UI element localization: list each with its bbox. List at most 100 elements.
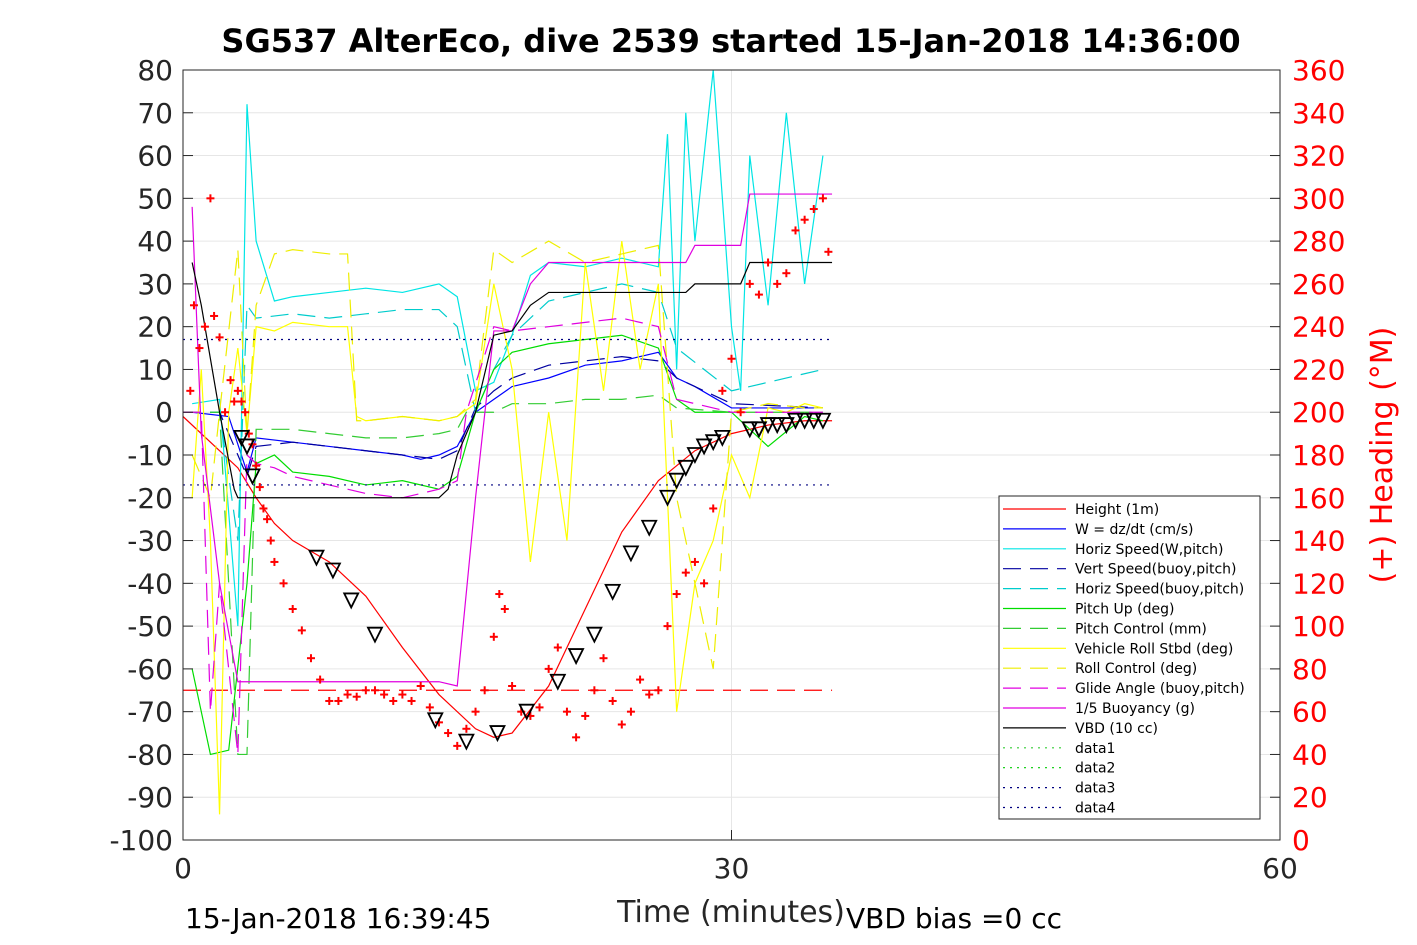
heading-point (425, 703, 434, 712)
heading-point (782, 269, 791, 278)
heading-point (407, 696, 416, 705)
heading-point (334, 696, 343, 705)
left-tick-label: -60 (127, 653, 173, 686)
x-tick-label: 0 (174, 852, 192, 885)
heading-point (230, 397, 239, 406)
heading-point (241, 408, 250, 417)
series-layer (182, 69, 833, 815)
legend-label: data4 (1075, 801, 1116, 817)
heading-point (818, 194, 827, 203)
right-tick-label: 120 (1292, 567, 1345, 600)
heading-point (316, 675, 325, 684)
heading-point (389, 696, 398, 705)
depth-markers (233, 412, 832, 751)
heading-point (398, 690, 407, 699)
depth-marker (695, 438, 713, 456)
heading-point (495, 590, 504, 599)
left-tick-label: 30 (137, 268, 173, 301)
heading-point (617, 720, 626, 729)
right-tick-label: 60 (1292, 696, 1328, 729)
heading-point (444, 729, 453, 738)
depth-marker (741, 421, 759, 439)
depth-marker (489, 725, 506, 743)
right-tick-label: 160 (1292, 482, 1345, 515)
depth-marker (308, 549, 325, 567)
heading-point (508, 682, 517, 690)
heading-point (288, 605, 297, 613)
series-line-6 (183, 394, 823, 756)
depth-marker (787, 412, 804, 430)
heading-point (471, 707, 480, 716)
depth-marker (659, 489, 676, 507)
right-tick-label: 280 (1292, 225, 1345, 258)
heading-point (608, 696, 617, 705)
heading-point (279, 579, 288, 588)
right-tick-label: 180 (1292, 439, 1345, 472)
heading-point (709, 504, 718, 513)
right-tick-label: 300 (1292, 182, 1345, 215)
left-tick-label: -80 (127, 738, 173, 771)
heading-point (535, 703, 544, 712)
depth-marker (677, 459, 695, 477)
right-tick-label: 340 (1292, 97, 1345, 130)
series-line-1 (192, 351, 823, 475)
heading-point (380, 690, 389, 699)
footer-vbd-bias: VBD bias =0 cc (846, 902, 1062, 935)
legend-label: Roll Control (deg) (1075, 661, 1197, 677)
legend-label: data1 (1075, 741, 1115, 757)
depth-marker (567, 648, 585, 666)
depth-marker (796, 412, 814, 430)
legend-label: Vehicle Roll Stbd (deg) (1075, 641, 1233, 657)
depth-marker (686, 447, 704, 465)
depth-marker (518, 703, 536, 721)
series-line-3 (183, 356, 823, 479)
left-tick-label: 40 (137, 225, 173, 258)
depth-marker (777, 417, 795, 435)
right-tick-label: 360 (1292, 54, 1345, 87)
heading-point (654, 686, 663, 695)
legend-label: Height (1m) (1075, 502, 1159, 518)
heading-point (259, 504, 268, 513)
heading-point (416, 682, 425, 690)
heading-point (736, 408, 745, 417)
heading-point (672, 590, 681, 599)
heading-point (700, 579, 709, 588)
series-line-8 (191, 240, 823, 670)
heading-point (343, 690, 352, 699)
legend-label: data3 (1075, 781, 1115, 797)
series-line-11 (191, 261, 833, 499)
right-tick-label: 260 (1292, 268, 1345, 301)
right-y-axis-label: (+) Heading (°M) (1365, 327, 1400, 584)
depth-marker (233, 429, 250, 447)
heading-point (252, 461, 261, 470)
legend-label: Glide Angle (buoy,pitch) (1075, 681, 1245, 697)
legend-label: 1/5 Buoyancy (g) (1075, 701, 1195, 717)
depth-marker (805, 412, 823, 430)
chart-title: SG537 AlterEco, dive 2539 started 15-Jan… (221, 22, 1240, 60)
heading-point (453, 741, 462, 750)
legend-label: data2 (1075, 761, 1115, 777)
heading-point (195, 344, 204, 353)
heading-point (297, 626, 306, 635)
left-tick-label: 60 (137, 140, 173, 173)
footer-timestamp: 15-Jan-2018 16:39:45 (185, 902, 491, 935)
depth-marker (622, 545, 640, 563)
left-tick-label: 80 (137, 54, 173, 87)
heading-point (206, 194, 215, 203)
heading-point (361, 686, 370, 695)
heading-point (237, 397, 246, 406)
x-axis-label: Time (minutes) (616, 895, 845, 930)
legend-label: Vert Speed(buoy,pitch) (1075, 562, 1237, 578)
heading-point (189, 301, 198, 310)
heading-point (681, 568, 690, 577)
heading-point (663, 622, 672, 631)
heading-point (233, 386, 242, 395)
left-tick-label: -90 (127, 781, 173, 814)
heading-point (645, 690, 654, 699)
legend-label: Pitch Up (deg) (1075, 602, 1174, 618)
heading-point (221, 408, 230, 417)
depth-marker (704, 434, 722, 452)
heading-point (581, 711, 590, 720)
heading-point (718, 386, 727, 395)
